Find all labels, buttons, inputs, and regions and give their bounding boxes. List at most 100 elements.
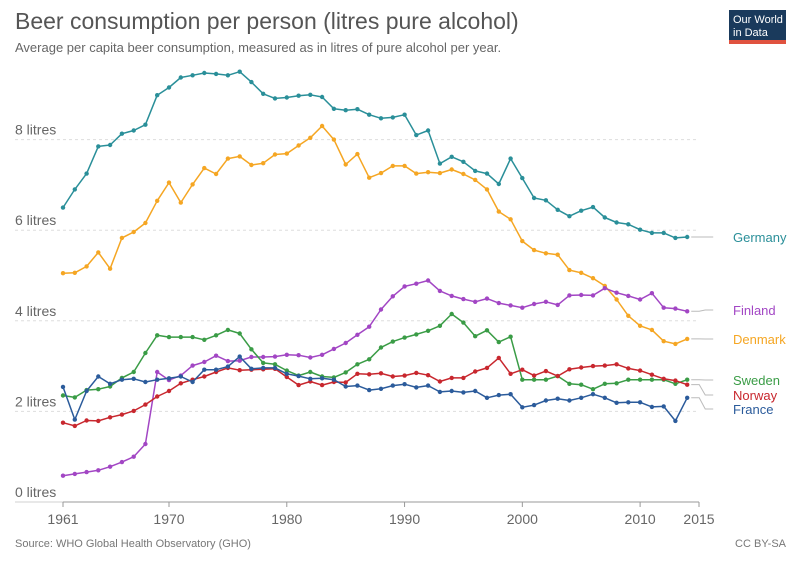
data-point [355, 383, 360, 388]
data-point [661, 230, 666, 236]
data-point [508, 217, 513, 222]
data-point [531, 247, 537, 253]
data-point [567, 398, 572, 403]
data-point [390, 115, 395, 120]
data-point [484, 365, 490, 371]
data-point [602, 381, 607, 386]
data-point [602, 283, 607, 289]
x-axis: 1961 1970 1980 1990 2000 2010 2015 [47, 501, 715, 527]
data-point [107, 142, 113, 148]
data-point [72, 423, 78, 429]
data-point [178, 334, 183, 340]
license-link[interactable]: CC BY-SA [735, 538, 786, 550]
data-point [402, 335, 407, 340]
data-point [60, 271, 66, 276]
data-point [437, 170, 443, 176]
data-point [414, 370, 419, 376]
data-point [685, 395, 690, 400]
data-point [60, 384, 66, 390]
data-point [390, 339, 395, 344]
data-point [107, 266, 113, 271]
data-point [425, 383, 431, 388]
series-germany[interactable] [60, 69, 690, 241]
data-point [484, 187, 490, 192]
series-finland[interactable] [60, 278, 690, 478]
series-label-denmark[interactable]: Denmark [733, 332, 786, 347]
data-point [272, 96, 278, 101]
data-point [425, 128, 431, 133]
data-point [496, 209, 501, 214]
data-point [272, 366, 278, 371]
data-point [367, 357, 372, 362]
data-point [319, 382, 325, 388]
data-point [249, 354, 254, 360]
series-line [62, 279, 688, 477]
series-label-finland[interactable]: Finland [733, 303, 776, 318]
data-point [190, 73, 195, 78]
data-point [308, 92, 313, 98]
data-point [331, 346, 337, 352]
series-denmark[interactable] [60, 123, 690, 347]
data-point [520, 367, 525, 372]
data-point [579, 382, 584, 387]
y-tick-label: 2 litres [15, 393, 56, 409]
data-point [119, 235, 125, 241]
data-point [543, 251, 549, 256]
data-point [531, 195, 537, 201]
data-point [249, 79, 254, 85]
logo-line-1: Our World [733, 14, 783, 26]
series-label-sweden[interactable]: Sweden [733, 373, 780, 388]
data-point [261, 365, 266, 371]
label-leader-line [691, 384, 714, 396]
data-point [213, 369, 219, 375]
data-point [190, 379, 195, 385]
series-label-norway[interactable]: Norway [733, 388, 778, 403]
data-point [155, 93, 160, 98]
data-point [520, 238, 525, 244]
data-point [131, 229, 136, 235]
data-point [473, 388, 478, 394]
data-point [249, 367, 254, 372]
owid-logo[interactable]: Our World in Data [729, 10, 786, 44]
data-point [249, 347, 254, 352]
chart-subtitle: Average per capita beer consumption, mea… [15, 40, 502, 55]
data-point [649, 327, 655, 333]
data-point [237, 331, 242, 336]
data-point [425, 373, 431, 378]
data-point [272, 354, 278, 359]
data-point [343, 370, 348, 375]
data-point [319, 94, 325, 100]
data-point [685, 377, 690, 382]
data-point [131, 369, 136, 375]
data-point [284, 368, 289, 373]
series-france[interactable] [60, 354, 690, 424]
series-label-germany[interactable]: Germany [733, 230, 787, 245]
data-point [520, 175, 525, 181]
data-point [555, 302, 560, 308]
series-sweden[interactable] [60, 311, 690, 400]
data-point [661, 404, 666, 409]
series-norway[interactable] [60, 355, 690, 429]
data-point [484, 171, 490, 176]
data-point [119, 459, 125, 465]
data-point [237, 69, 242, 74]
data-point [473, 299, 478, 304]
data-point [414, 281, 419, 286]
data-point [626, 366, 631, 371]
data-point [355, 107, 360, 112]
data-point [496, 339, 501, 345]
data-point [637, 400, 643, 405]
data-point [425, 170, 431, 175]
data-point [626, 377, 631, 382]
data-point [202, 359, 207, 365]
data-point [402, 284, 407, 289]
data-point [96, 250, 101, 255]
data-point [543, 377, 549, 382]
series-label-france[interactable]: France [733, 402, 773, 417]
data-point [119, 412, 125, 417]
data-point [343, 380, 348, 385]
data-point [261, 354, 266, 360]
y-tick-label: 4 litres [15, 303, 56, 319]
data-point [343, 108, 348, 113]
data-point [449, 154, 454, 159]
